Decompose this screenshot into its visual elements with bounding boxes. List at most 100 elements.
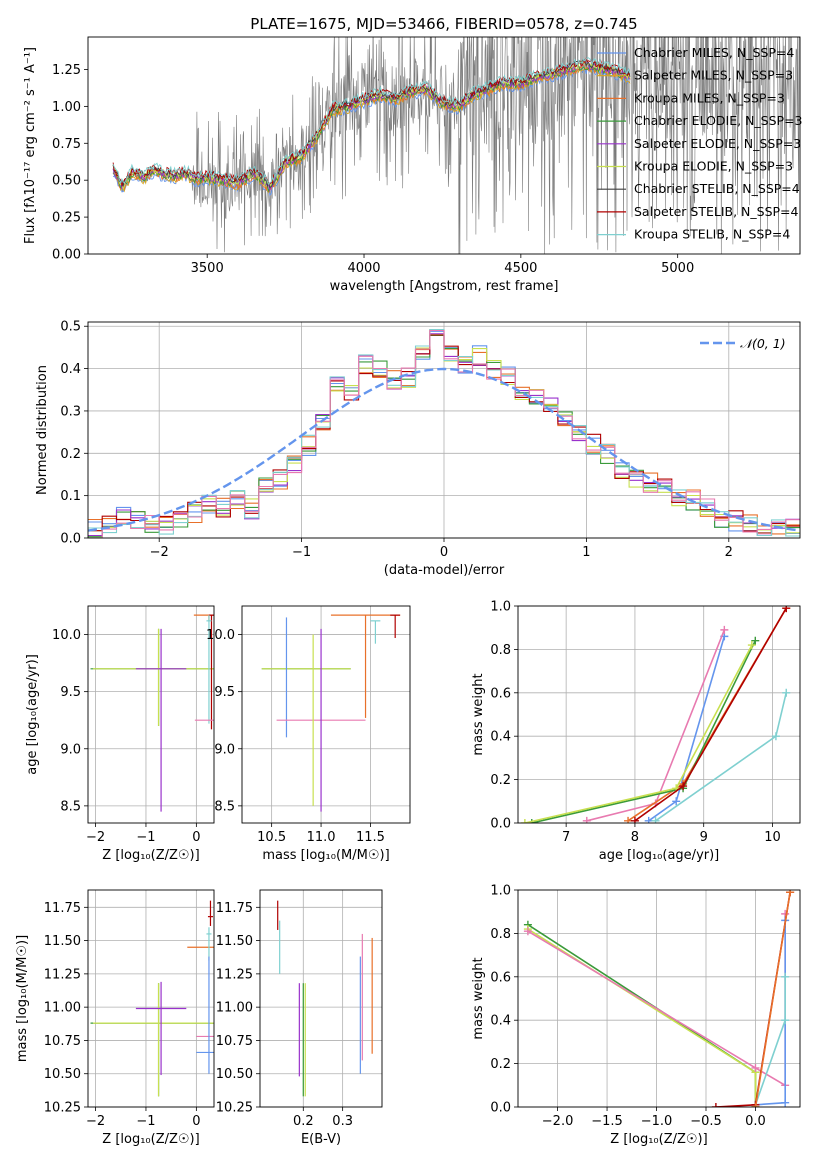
x-tick-label: −0.5	[690, 1114, 722, 1129]
histogram-step-7	[88, 329, 800, 538]
panel-spectrum: 3500 4000 4500 5000 0.00 0.25 0.50 0.75 1.00 1.25…	[23, 15, 803, 294]
errorbar-point-5	[206, 615, 212, 724]
x-tick-label: −2	[86, 1114, 105, 1129]
plot-area	[90, 900, 214, 1097]
plot-area	[88, 328, 800, 538]
x-tick-label: −1	[292, 545, 311, 560]
x-axis-label: wavelength [Angstrom, rest frame]	[330, 279, 559, 294]
y-tick-label: 0.2	[60, 447, 81, 462]
model-line-7	[112, 57, 631, 187]
legend-entry: Salpeter ELODIE, N_SSP=3	[634, 136, 801, 151]
y-tick-label: 11.50	[216, 934, 253, 949]
x-tick-label: −2	[86, 830, 105, 845]
errorbar-point-4	[208, 614, 214, 730]
model-line-8	[112, 57, 631, 186]
y-tick-label: 11.50	[44, 934, 81, 949]
x-tick-label: 7	[562, 830, 570, 845]
y-tick-label: 0.0	[490, 1101, 511, 1116]
y-tick-label: 10.50	[44, 1067, 81, 1082]
weight-marker	[582, 816, 591, 823]
y-tick-label: 0.6	[490, 970, 511, 985]
axes-frame	[87, 889, 215, 1108]
legend-entry: Kroupa STELIB, N_SSP=4	[634, 227, 790, 242]
y-tick-label: 11.00	[216, 1001, 253, 1016]
y-tick-label: 0.0	[490, 817, 511, 832]
x-tick-label: 0	[440, 545, 448, 560]
errorbar-point-7	[390, 614, 401, 638]
gaussian-curve	[88, 367, 798, 532]
weight-marker	[651, 816, 660, 823]
errorbar-point-5	[206, 927, 212, 961]
x-tick-label: 10.5	[257, 830, 286, 845]
y-tick-label: 10.0	[52, 628, 81, 643]
legend-entry: Kroupa MILES, N_SSP=3	[634, 90, 785, 105]
y-tick-label: 0.00	[52, 248, 81, 263]
weight-marker	[786, 890, 795, 897]
panel-age-vs-mass: 10.5 11.0 11.5 8.5 9.0 9.5 10.0 mass [log₁₀(M/M…	[206, 605, 411, 863]
weight-marker	[720, 625, 729, 634]
x-tick-label: −2	[150, 545, 169, 560]
y-tick-label: 11.00	[44, 1001, 81, 1016]
legend-entry: Chabrier STELIB, N_SSP=4	[634, 181, 800, 196]
weight-marker	[747, 641, 756, 650]
axes-frame	[517, 889, 801, 1108]
y-tick-label: 11.25	[44, 967, 81, 982]
y-tick-label: 0.1	[60, 489, 81, 504]
x-tick-label: −1.0	[641, 1114, 673, 1129]
legend-entry: Salpeter MILES, N_SSP=3	[634, 68, 793, 83]
panel-residuals: −2 −1 0 1 2 0.0 0.1 0.2 0.3 0.4 0.5 (data-model)/er…	[35, 320, 801, 578]
model-line-5	[112, 60, 631, 191]
y-tick-label: 1.25	[52, 63, 81, 78]
x-tick-label: −1	[136, 1114, 155, 1129]
weight-line-4	[524, 644, 753, 823]
y-tick-label: 0.2	[490, 1057, 511, 1072]
y-axis-label: mass [log₁₀(M/M☉)]	[15, 935, 30, 1062]
weight-marker	[771, 732, 780, 741]
axes-frame	[241, 605, 411, 824]
y-tick-label: 0.3	[60, 404, 81, 419]
errorbar-point-1	[93, 983, 214, 1097]
x-tick-label: 3500	[191, 261, 224, 276]
x-axis-label: Z [log₁₀(Z/Z☉)]	[610, 1132, 707, 1147]
x-axis-label: Z [log₁₀(Z/Z☉)]	[102, 1132, 199, 1147]
weight-line-6	[754, 892, 791, 1107]
panel-mass-vs-Z: −2 −1 0 10.25 10.50 10.75 11.00 11.25 11.50 11.75…	[15, 889, 215, 1147]
x-tick-label: 11.5	[356, 830, 385, 845]
plot-area	[520, 606, 791, 823]
weight-marker	[751, 636, 760, 645]
weight-marker	[520, 819, 529, 823]
plot-area	[261, 614, 401, 812]
y-tick-label: 0.8	[490, 643, 511, 658]
weight-line-5	[715, 892, 791, 1107]
y-tick-label: 9.5	[60, 685, 81, 700]
x-axis-label: E(B-V)	[301, 1132, 341, 1147]
axes-frame	[517, 605, 801, 824]
weight-marker	[781, 1016, 790, 1025]
y-tick-label: 10.25	[216, 1101, 253, 1116]
observed-spectrum-line	[112, 37, 800, 254]
y-tick-label: 9.0	[60, 742, 81, 757]
y-axis-label: mass weight	[471, 673, 486, 755]
legend-entry: Chabrier ELODIE, N_SSP=3	[634, 113, 803, 128]
axes-frame	[87, 36, 801, 255]
weight-marker	[782, 688, 791, 697]
x-tick-label: 4500	[504, 261, 537, 276]
y-tick-label: 0.75	[52, 137, 81, 152]
plot-area	[90, 614, 214, 812]
y-tick-label: 0.8	[490, 927, 511, 942]
weight-marker	[644, 816, 653, 823]
weight-marker	[624, 816, 633, 823]
axes-frame	[259, 889, 383, 1108]
x-axis-label: Z [log₁₀(Z/Z☉)]	[102, 848, 199, 863]
y-tick-label: 9.0	[214, 742, 235, 757]
y-tick-label: 11.25	[216, 967, 253, 982]
x-tick-label: 0.2	[293, 1114, 314, 1129]
y-tick-label: 0.50	[52, 174, 81, 189]
weight-line-2	[627, 607, 787, 822]
weight-marker	[782, 606, 791, 613]
errorbar-point-2	[135, 981, 187, 1076]
y-axis-label: Normed distribution	[35, 365, 50, 495]
y-tick-label: 11.75	[216, 901, 253, 916]
x-tick-label: 9	[700, 830, 708, 845]
